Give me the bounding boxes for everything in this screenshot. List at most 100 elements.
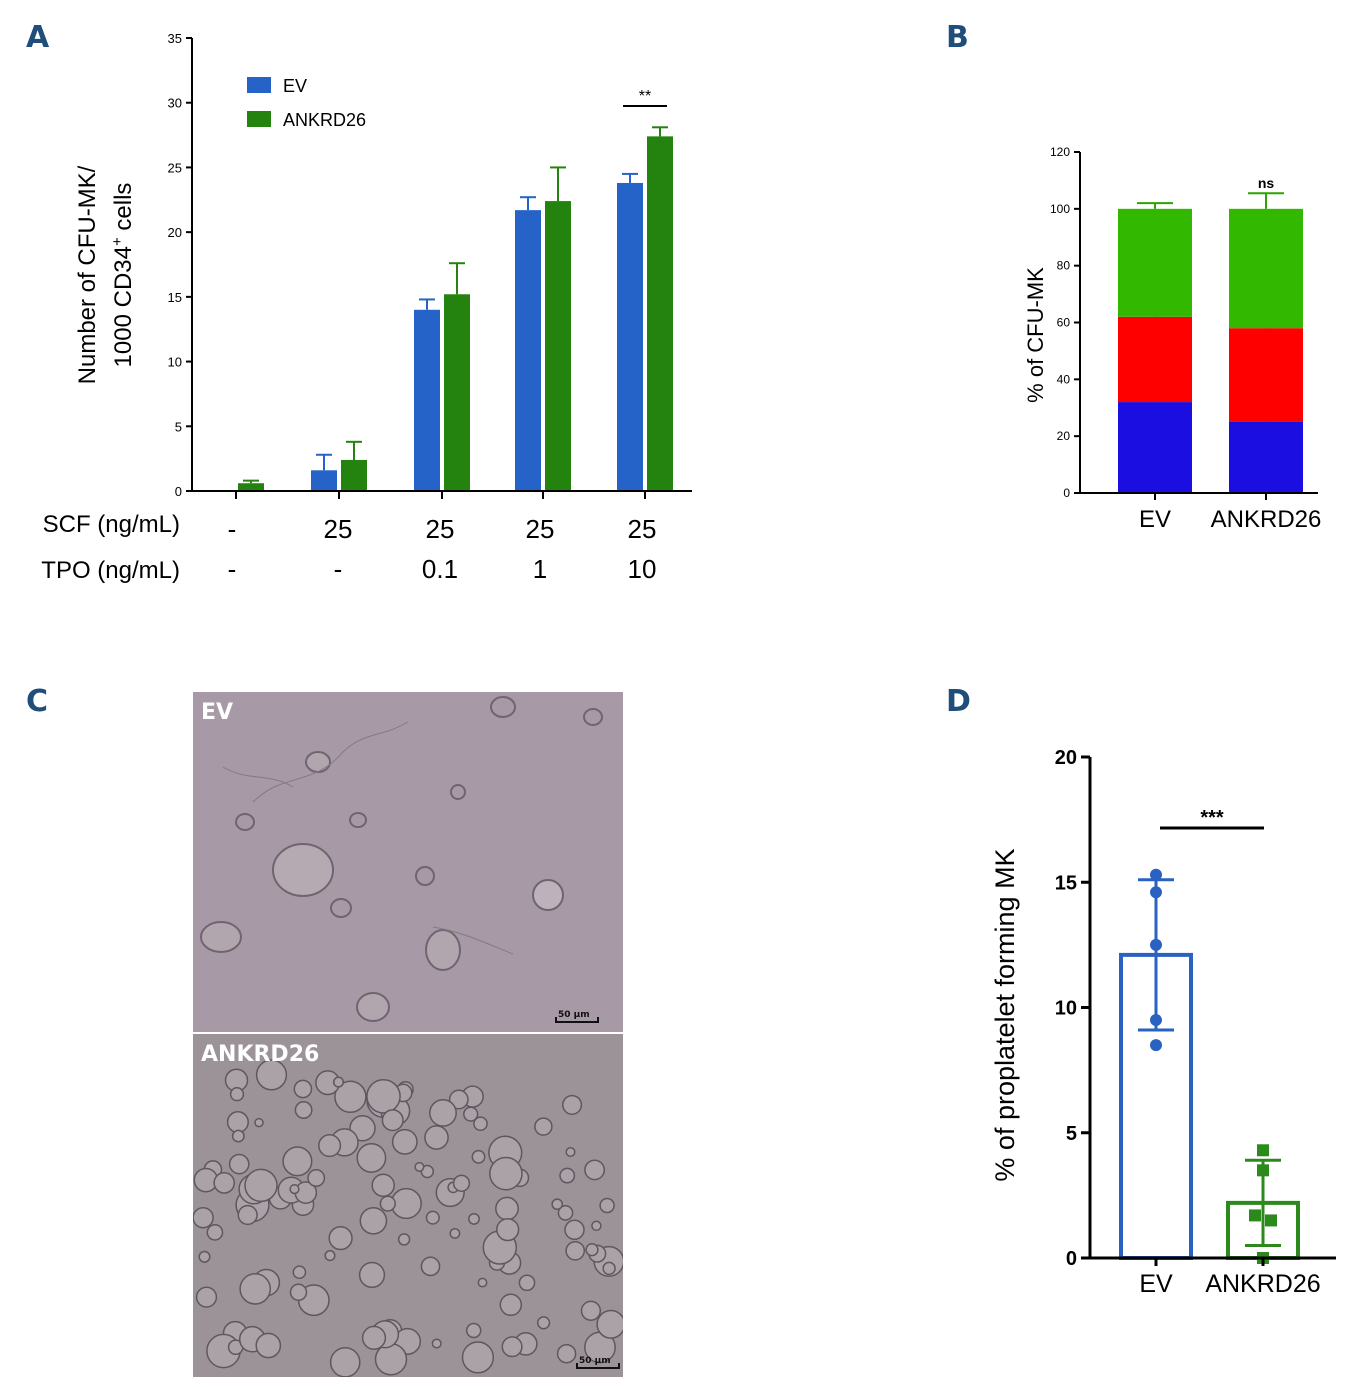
micrograph-ankrd26: ANKRD26 50 µm <box>193 1034 623 1377</box>
cell <box>565 1240 586 1261</box>
stack-ankrd26-segment-0 <box>1229 421 1303 493</box>
point-d-ev-0 <box>1150 868 1162 881</box>
micrograph-ankrd26-image <box>193 1034 623 1377</box>
chart-d-ytick-label-3: 15 <box>1055 872 1077 894</box>
scf-value-2: 25 <box>426 514 455 544</box>
cell <box>231 1129 245 1143</box>
cell <box>461 1341 495 1374</box>
point-d-ev-4 <box>1150 1039 1162 1052</box>
bar-ev-1 <box>311 470 337 491</box>
chart-a-legend: EV ANKRD26 <box>247 76 366 130</box>
cell <box>536 1316 551 1330</box>
micrograph-ev-image <box>193 692 623 1032</box>
tpo-value-4: 10 <box>628 554 657 584</box>
cell <box>599 1197 615 1214</box>
cell <box>429 1098 457 1127</box>
cell <box>499 1293 523 1317</box>
cell <box>332 1076 345 1088</box>
scf-value-0: - <box>228 514 237 544</box>
cell <box>584 1159 606 1181</box>
chart-a-ytick-label-5: 25 <box>168 160 182 175</box>
cell <box>292 1265 307 1280</box>
cell <box>329 1346 361 1377</box>
panel-letter-c: C <box>26 684 49 719</box>
scf-row-label: SCF (ng/mL) <box>43 511 180 538</box>
cell <box>425 1210 440 1225</box>
chart-a: 0 5 10 15 20 25 30 35 ** EV ANKRD26 Number of CF… <box>41 31 692 584</box>
cell <box>602 1261 616 1276</box>
chart-d-xlabel-1: ANKRD26 <box>1205 1270 1320 1298</box>
cell <box>551 1198 564 1211</box>
point-d-ankrd26-2 <box>1249 1209 1261 1222</box>
stack-ankrd26-segment-1 <box>1229 328 1303 422</box>
cell <box>463 1106 479 1122</box>
cell <box>359 1206 388 1235</box>
chart-d-xlabel-0: EV <box>1139 1270 1173 1298</box>
cell <box>397 1233 411 1246</box>
cell <box>294 1101 313 1119</box>
chart-b-ytick-label-0: 0 <box>1063 486 1070 500</box>
chart-b-ytick-label-4: 80 <box>1057 259 1071 273</box>
legend-label-ev: EV <box>283 76 307 96</box>
cell <box>356 1142 387 1173</box>
legend-swatch-ankrd26 <box>247 111 271 127</box>
cell <box>448 1089 469 1110</box>
cell <box>371 1173 395 1198</box>
cell <box>580 1300 602 1321</box>
cell <box>452 1174 471 1192</box>
chart-a-ylabel-line1: Number of CFU-MK/ <box>74 165 101 384</box>
chart-d-ytick-label-2: 10 <box>1055 998 1077 1020</box>
chart-d: EV ANKRD26 0 5 10 15 20 *** % of proplatelet fo… <box>990 747 1336 1298</box>
cell <box>562 1094 583 1115</box>
cell <box>379 1195 396 1212</box>
micrograph-ev: EV 50 µm <box>193 692 623 1032</box>
bar-ankrd26-0 <box>238 483 264 491</box>
bar-ev-3 <box>515 210 541 491</box>
bar-ev-2 <box>414 309 440 491</box>
chart-a-ytick-label-4: 20 <box>168 225 182 240</box>
tpo-value-0: - <box>228 554 237 584</box>
scale-label-bottom: 50 µm <box>579 1356 611 1366</box>
cell <box>518 1274 536 1292</box>
bar-ankrd26-1 <box>341 459 367 491</box>
cell <box>358 1261 386 1289</box>
cell <box>193 1206 214 1229</box>
chart-b-ytick-label-2: 40 <box>1057 372 1071 386</box>
cell <box>318 1134 342 1158</box>
cell <box>239 1273 272 1305</box>
chart-d-ytick-label-0: 0 <box>1066 1248 1077 1270</box>
chart-d-ylabel: % of proplatelet forming MK <box>990 848 1020 1181</box>
micrograph-ev-label: EV <box>201 700 234 725</box>
cell <box>324 1250 336 1262</box>
chart-b-ytick-label-5: 100 <box>1050 202 1070 216</box>
cell <box>565 1146 576 1158</box>
micrograph-ankrd26-label: ANKRD26 <box>201 1042 320 1067</box>
cell <box>206 1224 224 1241</box>
cell <box>293 1079 313 1099</box>
cell <box>228 1153 250 1175</box>
scale-bar-top <box>555 1017 599 1023</box>
panel-letter-b: B <box>946 20 969 55</box>
cell <box>564 1219 585 1241</box>
cell <box>254 1117 264 1128</box>
cell <box>328 1225 353 1251</box>
cell <box>431 1338 442 1349</box>
stack-ev-segment-0 <box>1118 402 1192 493</box>
cell <box>289 1183 300 1195</box>
scf-value-1: 25 <box>324 514 353 544</box>
tpo-value-2: 0.1 <box>422 554 458 584</box>
chart-a-ylabel-line2: 1000 CD34+ cells <box>109 183 137 368</box>
cell <box>289 1283 308 1302</box>
chart-a-significance-label: ** <box>639 88 651 105</box>
point-d-ev-2 <box>1150 938 1162 951</box>
chart-a-ytick-label-6: 30 <box>168 96 182 111</box>
cell <box>557 1205 574 1221</box>
cell <box>255 1332 282 1359</box>
stack-ev-segment-2 <box>1118 208 1192 317</box>
chart-b-ytick-label-1: 20 <box>1057 429 1071 443</box>
cell <box>195 1286 218 1308</box>
cell <box>255 1059 288 1091</box>
cell <box>237 1204 258 1226</box>
chart-b-xlabel-1: ANKRD26 <box>1211 506 1322 533</box>
